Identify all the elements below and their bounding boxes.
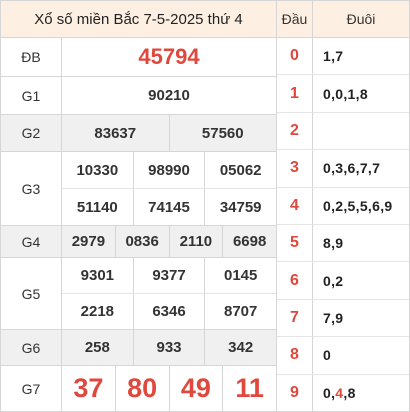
loto-tail: 7,9 (323, 309, 344, 326)
loto-head: 9 (277, 374, 313, 412)
loto-tail: 0,3,6,7,7 (323, 160, 381, 177)
loto-head: 3 (277, 150, 313, 187)
prize-number: 11 (235, 373, 264, 403)
special-prize-number: 45794 (138, 44, 200, 69)
prize-number: 933 (134, 330, 206, 365)
prize-label: G1 (1, 77, 62, 114)
prize-row-g5: G5 9301 9377 0145 2218 6346 8707 (1, 258, 276, 330)
loto-head: 4 (277, 187, 313, 224)
loto-tail: 1,7 (323, 48, 344, 65)
prize-number: 6346 (134, 294, 206, 329)
loto-row: 5 8,9 (277, 224, 409, 263)
prize-row-g6: G6 258 933 342 (1, 330, 276, 366)
prize-number: 57560 (201, 124, 244, 142)
prize-row-g3: G3 10330 98990 05062 51140 74145 34759 (1, 152, 276, 226)
prize-number: 49 (170, 366, 224, 411)
loto-tail: 0, 4,8 (313, 375, 409, 412)
prize-number: 8707 (223, 303, 258, 320)
prize-label: G3 (1, 152, 62, 225)
prize-number: 51140 (62, 189, 134, 225)
prize-row-g2: G2 83637 57560 (1, 115, 276, 152)
loto-head: 2 (277, 112, 313, 150)
prize-number: 6698 (232, 233, 267, 250)
prize-label: G4 (1, 226, 62, 257)
loto-row: 1 0,0,1,8 (277, 75, 409, 113)
prize-number: 37 (62, 366, 116, 411)
prize-number: 2979 (62, 226, 116, 257)
loto-tail: 0,0,1,8 (323, 85, 368, 102)
prize-number: 98990 (134, 152, 206, 188)
prize-number: 90210 (148, 87, 190, 104)
head-column-header: Đầu (277, 1, 313, 37)
loto-head-tail-table: Đầu Đuôi 0 1,7 1 0,0,1,8 2 3 0,3,6,7,7 4… (277, 0, 410, 412)
loto-row: 2 (277, 112, 409, 151)
prize-label: G7 (1, 366, 62, 411)
prize-number: 83637 (62, 115, 170, 151)
prize-label: G2 (1, 115, 62, 151)
loto-row: 0 1,7 (277, 38, 409, 76)
prize-number: 74145 (134, 189, 206, 225)
loto-tail-part: 0, (323, 385, 336, 402)
prize-row-g7: G7 37 80 49 11 (1, 366, 276, 411)
prize-number: 9301 (62, 258, 134, 293)
loto-row: 9 0, 4,8 (277, 374, 409, 412)
loto-row: 7 7,9 (277, 299, 409, 338)
loto-row: 3 0,3,6,7,7 (277, 150, 409, 188)
loto-head: 8 (277, 337, 313, 374)
prize-number: 10330 (62, 152, 134, 188)
loto-row: 6 0,2 (277, 262, 409, 300)
tail-column-header: Đuôi (346, 11, 376, 27)
loto-tail: 0,2,5,5,6,9 (323, 197, 393, 214)
loto-tail (313, 113, 409, 149)
loto-head: 0 (277, 38, 313, 75)
loto-head: 7 (277, 299, 313, 337)
loto-tail: 8,9 (323, 235, 344, 252)
prize-number: 258 (62, 330, 134, 365)
loto-head: 6 (277, 262, 313, 299)
prize-number: 34759 (219, 198, 262, 216)
loto-tail: 0 (323, 347, 332, 364)
loto-row: 4 0,2,5,5,6,9 (277, 187, 409, 225)
prize-number: 05062 (219, 161, 262, 179)
loto-tail-part: ,8 (343, 385, 356, 402)
prize-number: 9377 (134, 258, 206, 293)
results-title: Xổ số miền Bắc 7-5-2025 thứ 4 (1, 1, 276, 38)
prize-number: 80 (116, 366, 170, 411)
prize-row-g1: G1 90210 (1, 77, 276, 115)
prize-number: 0836 (116, 226, 170, 257)
loto-tail-highlight: 4 (335, 385, 344, 402)
loto-header: Đầu Đuôi (277, 1, 409, 38)
prize-row-db: ĐB 45794 (1, 38, 276, 77)
loto-tail: 0,2 (323, 272, 344, 289)
prize-label: G6 (1, 330, 62, 365)
loto-row: 8 0 (277, 337, 409, 375)
prize-number: 2218 (62, 294, 134, 329)
prize-number: 2110 (170, 226, 224, 257)
loto-head: 5 (277, 224, 313, 262)
prize-label: ĐB (1, 38, 62, 76)
results-table: Xổ số miền Bắc 7-5-2025 thứ 4 ĐB 45794 G… (0, 0, 277, 412)
prize-label: G5 (1, 258, 62, 329)
prize-number: 342 (228, 339, 254, 356)
prize-number: 0145 (223, 267, 258, 284)
prize-row-g4: G4 2979 0836 2110 6698 (1, 226, 276, 258)
loto-head: 1 (277, 75, 313, 112)
